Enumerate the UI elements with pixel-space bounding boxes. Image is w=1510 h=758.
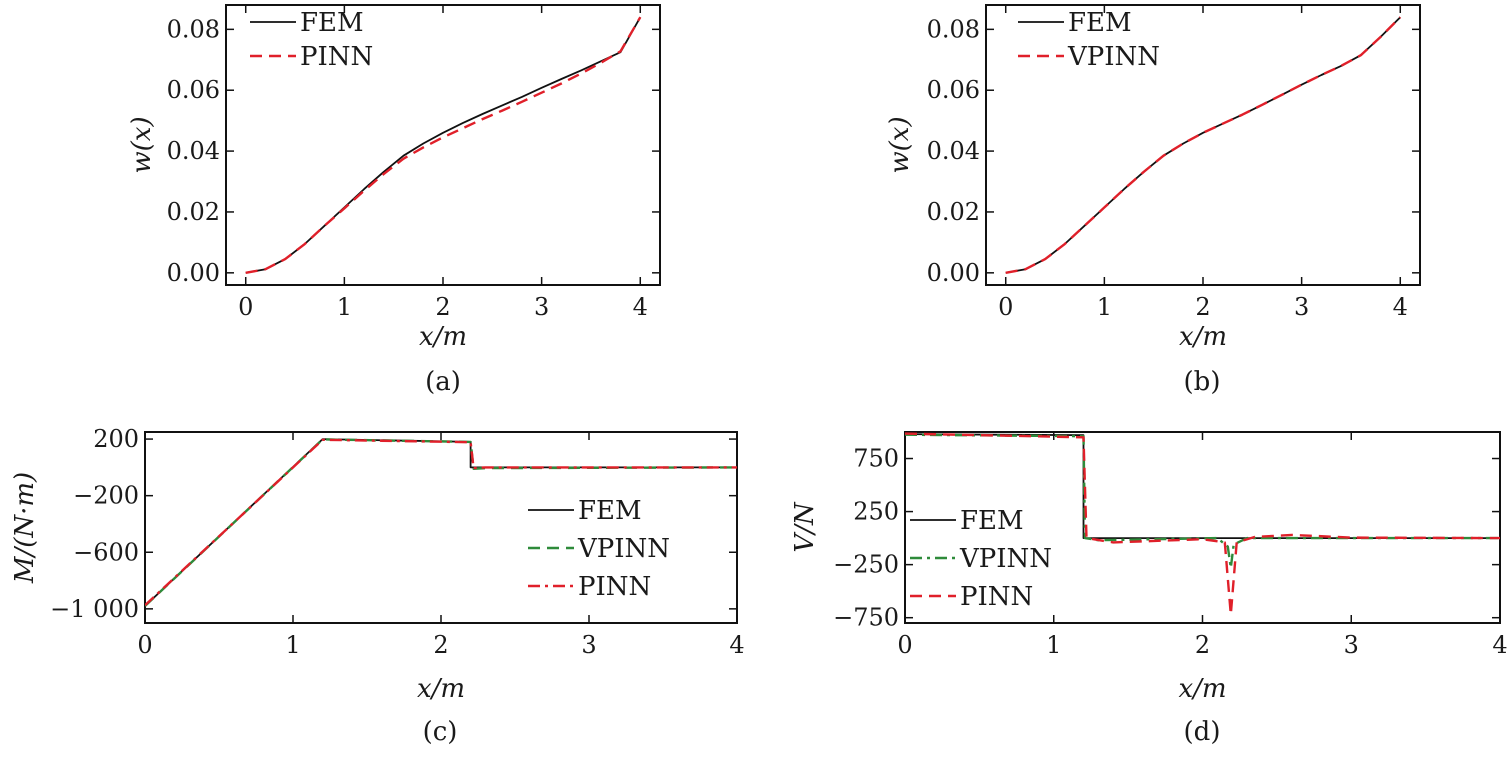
y-tick-label: −600	[73, 538, 139, 566]
x-tick-label: 4	[729, 631, 744, 659]
series-line-pinn	[905, 432, 1500, 616]
legend: FEM VPINN PINN	[910, 506, 1052, 612]
y-tick-label: −250	[833, 551, 899, 579]
panel-b: (b) 0 1 2 3 4 0.00 0.02 0.04 0.06 0.08 x/m w(x) FEM V…	[885, 4, 1421, 397]
legend-label-fem: FEM	[578, 496, 642, 526]
series-line-vpinn	[1005, 16, 1402, 274]
y-axis-label: w(x)	[885, 116, 915, 173]
panel-d-caption: (d)	[1184, 717, 1221, 747]
x-tick-label: 3	[581, 631, 596, 659]
x-tick-label: 2	[1195, 293, 1210, 321]
y-tick-label: 750	[853, 445, 899, 473]
x-tick-label: 3	[1344, 631, 1359, 659]
x-tick-label: 1	[285, 631, 300, 659]
x-tick-label: 0	[238, 293, 253, 321]
x-tick-label: 0	[998, 293, 1013, 321]
x-tick-label: 0	[897, 631, 912, 659]
panel-a: (a) 0 1 2 3 4 0.00 0.02 0.04 0.06 0.08 x/m w(x) FEM P…	[127, 4, 661, 397]
y-tick-label: 0.00	[167, 259, 220, 287]
series-group	[905, 432, 1500, 616]
series-line-fem	[1005, 16, 1401, 274]
x-axis-label: x/m	[417, 674, 465, 704]
series-line-pinn	[145, 438, 737, 607]
plot-frame	[985, 4, 1421, 286]
legend: FEM VPINN PINN	[528, 496, 670, 602]
x-tick-label: 4	[1492, 631, 1507, 659]
x-tick-label: 1	[337, 293, 352, 321]
plot-frame	[225, 4, 661, 286]
x-tick-label: 0	[137, 631, 152, 659]
panel-b-caption: (b)	[1184, 367, 1221, 397]
x-tick-label: 1	[1046, 631, 1061, 659]
x-tick-label: 2	[433, 631, 448, 659]
y-axis-label: w(x)	[127, 116, 157, 173]
x-axis-label: x/m	[1179, 322, 1227, 352]
panel-a-caption: (a)	[425, 367, 461, 397]
y-tick-label: 0.00	[927, 259, 980, 287]
y-tick-label: −750	[833, 604, 899, 632]
y-tick-label: 0.08	[167, 15, 220, 43]
x-tick-label: 3	[1294, 293, 1309, 321]
legend-label-fem: FEM	[1068, 8, 1132, 38]
legend-label-pinn: PINN	[960, 582, 1033, 612]
x-axis-label: x/m	[1178, 674, 1226, 704]
y-tick-label: 0.02	[167, 198, 220, 226]
series-line-pinn	[245, 16, 642, 274]
y-tick-label: 0.08	[927, 15, 980, 43]
legend-label-vpinn: VPINN	[577, 534, 670, 564]
y-tick-label: 250	[853, 498, 899, 526]
legend-label-vpinn: VPINN	[959, 544, 1052, 574]
series-group	[245, 16, 642, 274]
legend: FEM VPINN	[1018, 8, 1160, 72]
y-axis-label: M/(N·m)	[10, 472, 40, 584]
series-group	[145, 438, 737, 607]
legend: FEM PINN	[250, 8, 373, 72]
panel-c-caption: (c)	[423, 717, 458, 747]
y-tick-label: 0.04	[927, 137, 980, 165]
x-tick-label: 4	[633, 293, 648, 321]
legend-label-fem: FEM	[960, 506, 1024, 536]
x-tick-label: 1	[1097, 293, 1112, 321]
y-tick-label: 0.06	[167, 76, 220, 104]
panel-d: (d) 0 1 2 3 4 750 250 −250 −750 x/m V/N FEM VPINN PIN…	[790, 431, 1508, 747]
panel-c: (c) 0 1 2 3 4 200 −200 −600 −1 000 x/m M/(N·m) FEM V…	[10, 425, 745, 747]
legend-label-pinn: PINN	[300, 42, 373, 72]
legend-label-fem: FEM	[300, 8, 364, 38]
x-tick-label: 3	[534, 293, 549, 321]
y-tick-label: −1 000	[50, 595, 139, 623]
y-tick-label: 0.02	[927, 198, 980, 226]
series-group	[1005, 16, 1402, 274]
y-tick-label: 0.04	[167, 137, 220, 165]
x-tick-label: 2	[435, 293, 450, 321]
x-axis-label: x/m	[419, 322, 467, 352]
legend-label-vpinn: VPINN	[1067, 42, 1160, 72]
x-tick-label: 4	[1393, 293, 1408, 321]
y-tick-label: −200	[73, 482, 139, 510]
x-tick-label: 2	[1195, 631, 1210, 659]
legend-label-pinn: PINN	[578, 572, 651, 602]
y-axis-label: V/N	[790, 501, 820, 553]
y-tick-label: 200	[93, 425, 139, 453]
y-tick-label: 0.06	[927, 76, 980, 104]
